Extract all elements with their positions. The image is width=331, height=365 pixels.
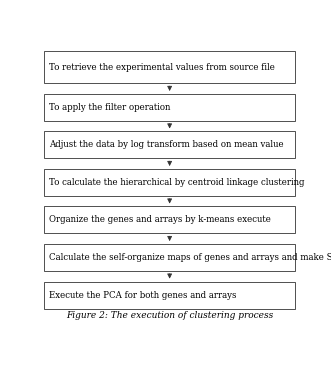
FancyBboxPatch shape (44, 207, 295, 234)
Text: Organize the genes and arrays by k-means execute: Organize the genes and arrays by k-means… (49, 215, 270, 224)
FancyBboxPatch shape (44, 51, 295, 83)
Text: Adjust the data by log transform based on mean value: Adjust the data by log transform based o… (49, 141, 283, 149)
Text: Calculate the self-organize maps of genes and arrays and make SOM: Calculate the self-organize maps of gene… (49, 253, 331, 262)
Text: Execute the PCA for both genes and arrays: Execute the PCA for both genes and array… (49, 291, 236, 300)
FancyBboxPatch shape (44, 131, 295, 158)
FancyBboxPatch shape (44, 281, 295, 308)
Text: To apply the filter operation: To apply the filter operation (49, 103, 170, 112)
FancyBboxPatch shape (44, 244, 295, 271)
Text: Figure 2: The execution of clustering process: Figure 2: The execution of clustering pr… (66, 311, 273, 320)
Text: To retrieve the experimental values from source file: To retrieve the experimental values from… (49, 63, 274, 72)
FancyBboxPatch shape (44, 94, 295, 121)
Text: To calculate the hierarchical by centroid linkage clustering: To calculate the hierarchical by centroi… (49, 178, 304, 187)
FancyBboxPatch shape (44, 169, 295, 196)
